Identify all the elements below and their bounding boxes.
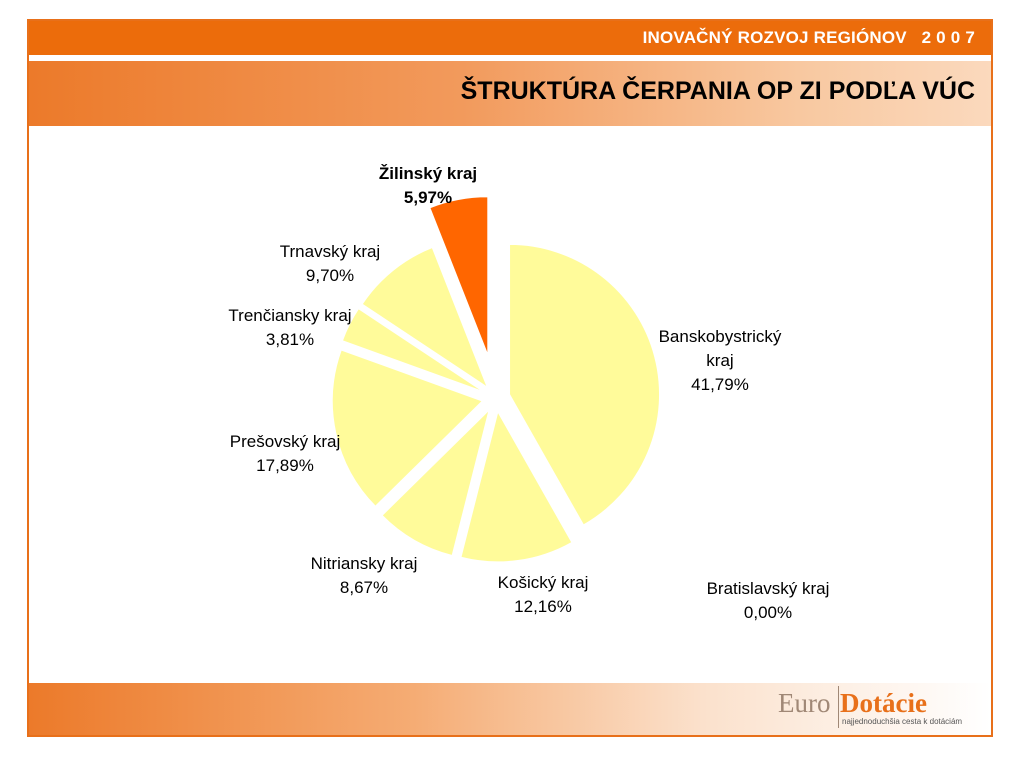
slice-name-text: Prešovský kraj	[230, 432, 341, 451]
pie-slice-presovsky-kraj	[331, 349, 484, 507]
logo-word-dotacie: Dotácie	[840, 688, 927, 718]
title-band: ŠTRUKTÚRA ČERPANIA OP ZI PODĽA VÚC	[29, 61, 991, 126]
slice-value-text: 8,67%	[340, 578, 388, 597]
slice-label-banskobystricky-kraj: Banskobystrický kraj 41,79%	[659, 327, 782, 394]
slice-name-text: Banskobystrický	[659, 327, 782, 346]
slice-value-text: 41,79%	[691, 375, 749, 394]
slice-name-text: Trenčiansky kraj	[228, 306, 351, 325]
pie-slice-zilinsky-kraj	[429, 196, 489, 355]
banner-text: INOVAČNÝ ROZVOJ REGIÓNOV 2 0 0 7	[642, 28, 975, 47]
slice-value-text: 3,81%	[266, 330, 314, 349]
pie-slice-trnavsky-kraj	[361, 246, 489, 389]
slice-value-text: 17,89%	[256, 456, 314, 475]
pie-slice-nitriansky-kraj	[381, 408, 490, 557]
slice-label-trnavsky-kraj: Trnavský kraj 9,70%	[280, 242, 380, 285]
logo-word-euro: Euro	[778, 688, 831, 718]
slice-value-text: 12,16%	[514, 597, 572, 616]
slice-value-text: 0,00%	[744, 603, 792, 622]
slice-name-text: kraj	[706, 351, 733, 370]
logo-divider	[838, 686, 839, 728]
footer-band	[29, 683, 991, 735]
slice-name-text: Košický kraj	[498, 573, 589, 592]
eurodotacie-logo: Euro Dotácie najjednoduchšia cesta k dot…	[778, 686, 988, 732]
slice-value-text: 5,97%	[404, 188, 452, 207]
slice-label-kosicky-kraj: Košický kraj 12,16%	[498, 573, 589, 616]
slice-label-zilinsky-kraj: Žilinský kraj 5,97%	[379, 164, 477, 207]
slice-name-text: Žilinský kraj	[379, 164, 477, 183]
slice-name-text: Nitriansky kraj	[311, 554, 418, 573]
top-banner: INOVAČNÝ ROZVOJ REGIÓNOV 2 0 0 7	[29, 21, 991, 55]
slice-label-bratislavsky-kraj: Bratislavský kraj 0,00%	[707, 579, 830, 622]
slice-label-nitriansky-kraj: Nitriansky kraj 8,67%	[311, 554, 418, 597]
slice-value-text: 9,70%	[306, 266, 354, 285]
slice-name-text: Bratislavský kraj	[707, 579, 830, 598]
pie-slice-banskobystricky-kraj	[509, 243, 660, 526]
slice-label-trenciansky-kraj: Trenčiansky kraj 3,81%	[228, 306, 351, 349]
logo-tagline: najjednoduchšia cesta k dotáciám	[842, 717, 963, 726]
pie-slice-trenciansky-kraj	[341, 308, 484, 393]
slice-name-text: Trnavský kraj	[280, 242, 380, 261]
pie-slice-kosicky-kraj	[460, 410, 573, 563]
slice-label-presovsky-kraj: Prešovský kraj 17,89%	[230, 432, 341, 475]
slide-title: ŠTRUKTÚRA ČERPANIA OP ZI PODĽA VÚC	[460, 77, 975, 105]
